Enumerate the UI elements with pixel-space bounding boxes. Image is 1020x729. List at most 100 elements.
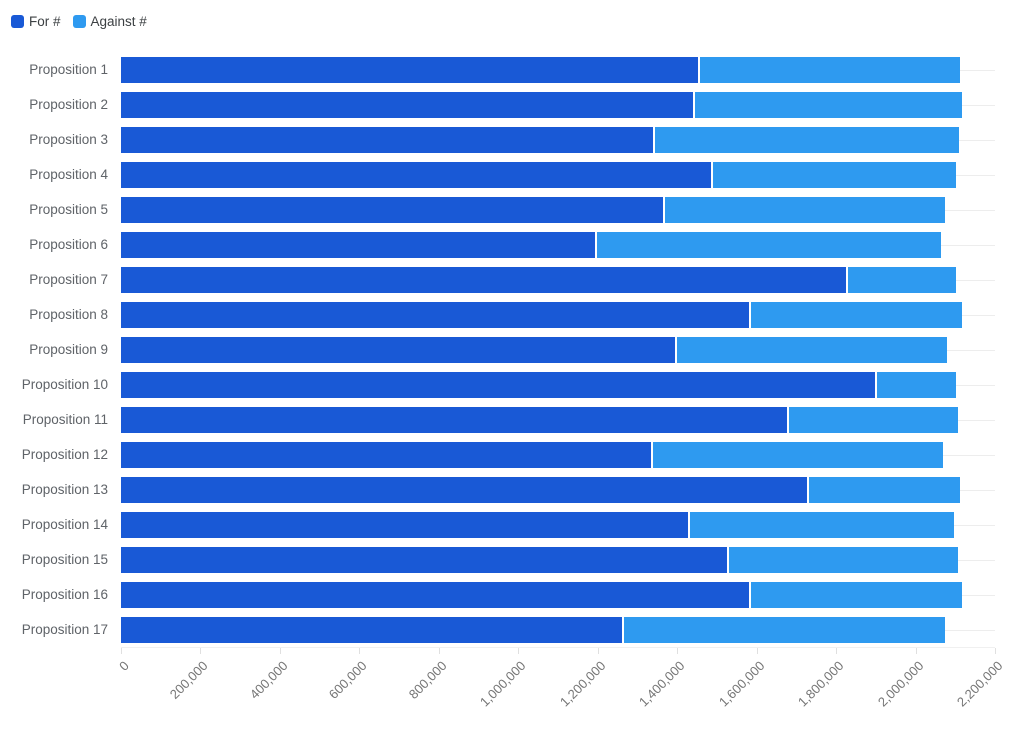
x-tick (597, 648, 599, 654)
bar-segment-against[interactable] (846, 266, 957, 293)
category-label: Proposition 13 (21, 482, 108, 497)
bar-track (121, 87, 995, 122)
x-tick-label: 1,400,000 (636, 658, 688, 710)
chart-row: Proposition 10 (0, 367, 995, 402)
x-tick-label: 2,000,000 (874, 658, 927, 710)
x-tick (836, 648, 838, 654)
bar-segment-against[interactable] (697, 56, 960, 83)
bar-segment-against[interactable] (749, 301, 962, 328)
category-label: Proposition 11 (22, 412, 108, 427)
x-tick-label: 400,000 (246, 658, 291, 702)
bar-segment-for[interactable] (121, 406, 787, 433)
bar-segment-for[interactable] (121, 301, 750, 328)
legend-label-for: For # (29, 14, 61, 29)
bar-segment-for[interactable] (121, 581, 750, 608)
chart-row: Proposition 16 (0, 577, 995, 612)
x-tick (756, 648, 758, 654)
x-tick-label: 800,000 (405, 658, 450, 702)
x-tick (200, 648, 202, 654)
category-label: Proposition 10 (21, 377, 108, 392)
bar-segment-for[interactable] (121, 441, 651, 468)
for-series-swatch (11, 15, 24, 28)
legend-item-for[interactable]: For # (11, 14, 61, 29)
bar-segment-for[interactable] (121, 476, 807, 503)
category-label: Proposition 17 (21, 622, 108, 637)
legend: For # Against # (11, 14, 147, 29)
x-tick (438, 648, 440, 654)
x-tick (518, 648, 520, 654)
bar-segment-for[interactable] (121, 161, 711, 188)
category-label: Proposition 5 (29, 202, 108, 217)
bar-segment-for[interactable] (121, 56, 698, 83)
bar-segment-for[interactable] (121, 616, 622, 643)
x-tick (359, 648, 361, 654)
category-label: Proposition 1 (29, 62, 108, 77)
against-series-swatch (72, 15, 86, 28)
chart-row: Proposition 11 (0, 402, 995, 437)
category-label: Proposition 7 (29, 272, 108, 287)
bar-segment-against[interactable] (710, 161, 957, 188)
chart-row: Proposition 15 (0, 542, 995, 577)
x-tick (279, 648, 281, 654)
bar-segment-for[interactable] (121, 511, 688, 538)
bar-segment-against[interactable] (786, 406, 958, 433)
bar-track (121, 612, 995, 647)
bar-track (121, 437, 995, 472)
bar-segment-against[interactable] (749, 581, 962, 608)
bar-segment-for[interactable] (121, 126, 653, 153)
bar-track (121, 227, 995, 262)
bar-segment-against[interactable] (594, 231, 941, 258)
x-tick (677, 648, 679, 654)
category-label: Proposition 3 (29, 132, 108, 147)
category-label: Proposition 9 (29, 342, 108, 357)
chart-row: Proposition 5 (0, 192, 995, 227)
chart-row: Proposition 14 (0, 507, 995, 542)
category-label: Proposition 14 (21, 517, 108, 532)
bar-track (121, 192, 995, 227)
bar-track (121, 367, 995, 402)
chart-row: Proposition 8 (0, 297, 995, 332)
chart-row: Proposition 3 (0, 122, 995, 157)
x-axis: 0 200,000 400,000 600,000 800,000 1,000,000 1,… (116, 647, 1006, 729)
bar-segment-for[interactable] (121, 266, 847, 293)
legend-item-against[interactable]: Against # (72, 14, 147, 29)
bar-segment-against[interactable] (652, 126, 960, 153)
x-tick-label: 2,200,000 (954, 658, 1006, 710)
bar-segment-for[interactable] (121, 371, 875, 398)
x-tick-label: 1,000,000 (477, 658, 529, 710)
chart-row: Proposition 1 (0, 52, 995, 87)
bar-track (121, 157, 995, 192)
plot-area: Proposition 1 Proposition 2 Proposition 3 P… (0, 52, 995, 647)
chart-row: Proposition 13 (0, 472, 995, 507)
x-tick-label: 1,800,000 (795, 658, 847, 710)
x-tick-label: 1,600,000 (715, 658, 768, 710)
bar-segment-for[interactable] (121, 546, 727, 573)
category-label: Proposition 12 (21, 447, 108, 462)
bar-segment-against[interactable] (621, 616, 945, 643)
bar-segment-for[interactable] (121, 336, 675, 363)
category-label: Proposition 4 (29, 167, 108, 182)
bar-segment-against[interactable] (806, 476, 960, 503)
x-tick (915, 648, 917, 654)
bar-segment-against[interactable] (674, 336, 947, 363)
bar-segment-for[interactable] (121, 91, 693, 118)
bar-track (121, 577, 995, 612)
bar-segment-against[interactable] (874, 371, 957, 398)
bar-track (121, 472, 995, 507)
bar-track (121, 122, 995, 157)
bar-segment-against[interactable] (650, 441, 944, 468)
x-tick-label: 200,000 (167, 658, 212, 702)
bar-track (121, 52, 995, 87)
bar-segment-for[interactable] (121, 196, 663, 223)
x-tick-label: 1,200,000 (556, 658, 609, 710)
bar-segment-against[interactable] (692, 91, 962, 118)
chart-row: Proposition 17 (0, 612, 995, 647)
x-tick-label: 600,000 (326, 658, 370, 702)
x-tick (995, 648, 996, 654)
bar-segment-for[interactable] (121, 231, 595, 258)
legend-label-against: Against # (90, 14, 147, 29)
bar-segment-against[interactable] (662, 196, 945, 223)
bar-segment-against[interactable] (687, 511, 954, 538)
chart-row: Proposition 7 (0, 262, 995, 297)
bar-segment-against[interactable] (726, 546, 959, 573)
